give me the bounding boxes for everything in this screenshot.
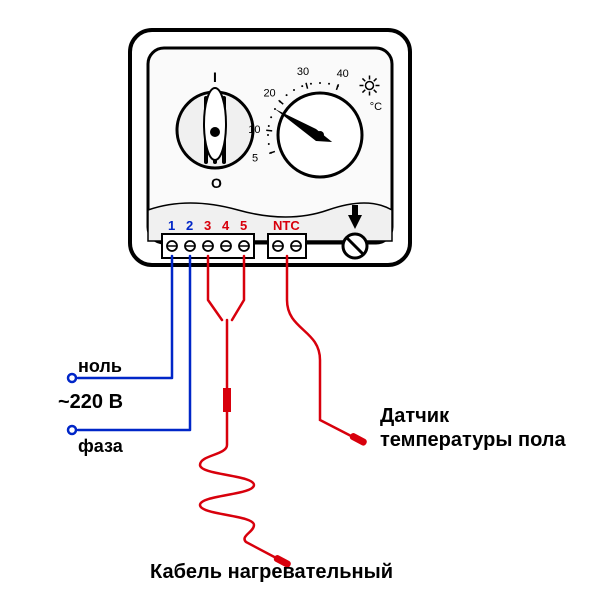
switch-mark-on: I: [213, 69, 217, 85]
dial-minor-tick: [328, 83, 330, 85]
terminal-label: 4: [222, 218, 230, 233]
terminal-label: 5: [240, 218, 247, 233]
neutral-terminal-dot: [68, 374, 76, 382]
heater-splice: [223, 388, 231, 412]
dial-minor-tick: [279, 101, 281, 103]
dial-minor-tick: [319, 82, 321, 84]
dial-scale-label: 40: [337, 68, 349, 80]
dial-minor-tick: [286, 94, 288, 96]
label-phase: фаза: [78, 436, 124, 456]
dial-minor-tick: [267, 134, 269, 136]
terminal-label: 2: [186, 218, 193, 233]
dial-minor-tick: [270, 116, 272, 118]
dial-scale-label: 10: [248, 124, 260, 136]
sensor-tip: [349, 432, 368, 447]
wire-heater-cable: [200, 320, 280, 560]
label-heater: Кабель нагревательный: [150, 561, 393, 583]
phase-terminal-dot: [68, 426, 76, 434]
dial-minor-tick: [268, 143, 270, 145]
dial-minor-tick: [293, 89, 295, 91]
dial-scale-label: 5: [252, 153, 258, 165]
switch-dot: [210, 127, 220, 137]
dial-minor-tick: [301, 85, 303, 87]
dial-hub: [316, 131, 324, 139]
label-neutral: ноль: [78, 356, 122, 376]
dial-minor-tick: [337, 85, 339, 87]
switch-pointer: [204, 88, 226, 160]
dial-unit: °C: [370, 101, 382, 113]
terminal-label: 1: [168, 218, 175, 233]
switch-mark-off: O: [211, 175, 222, 191]
dial-scale-label: 30: [297, 66, 309, 78]
dial-minor-tick: [310, 83, 312, 85]
dial-scale-label: 20: [263, 88, 275, 100]
dial-minor-tick: [268, 125, 270, 127]
label-sensor-line2: температуры пола: [380, 429, 567, 451]
label-voltage: ~220 В: [58, 391, 123, 413]
dial-tick: [266, 130, 272, 131]
terminal-label: NTC: [273, 218, 300, 233]
label-sensor-line1: Датчик: [380, 405, 450, 427]
wire-sensor: [287, 256, 355, 438]
terminal-label: 3: [204, 218, 211, 233]
dial-minor-tick: [270, 152, 272, 154]
